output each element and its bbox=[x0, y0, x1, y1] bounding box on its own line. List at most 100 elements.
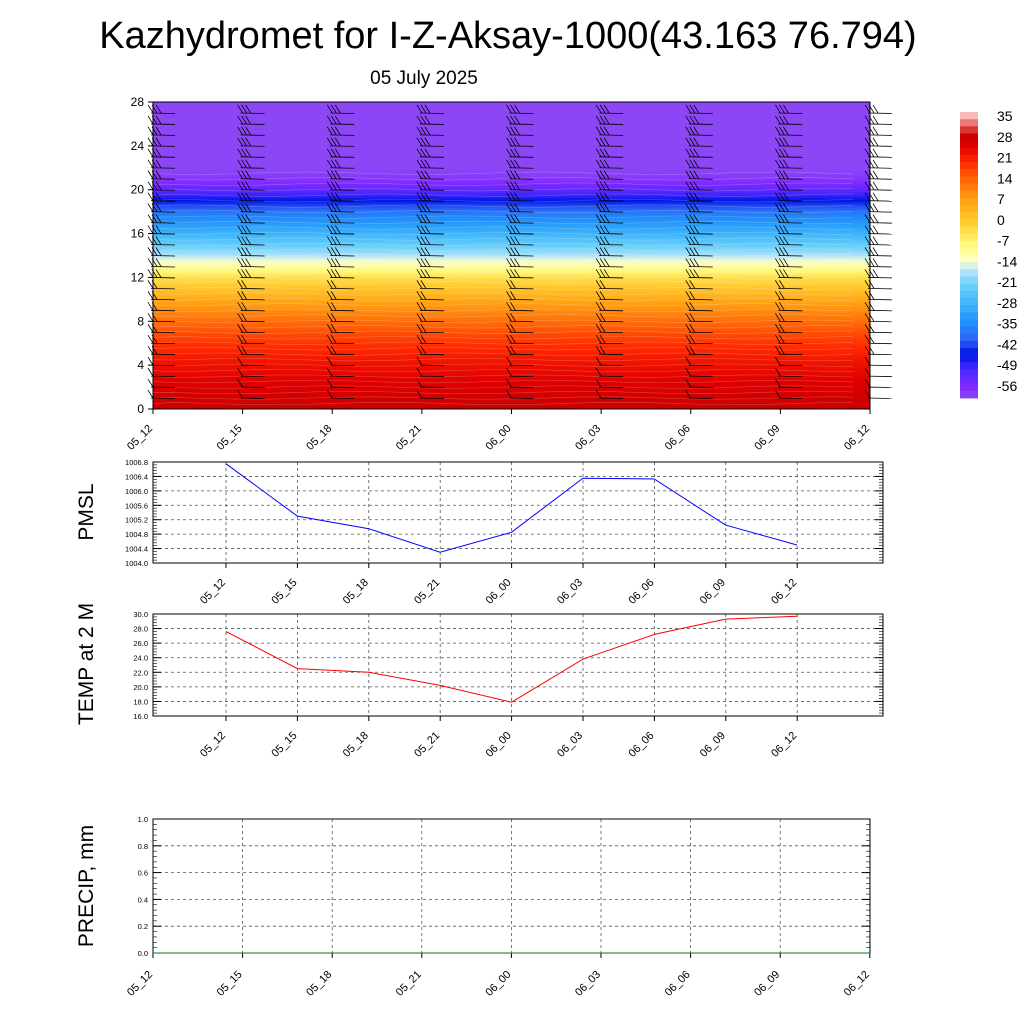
colorbar-swatch bbox=[960, 247, 978, 256]
wind-barb bbox=[416, 126, 444, 136]
colorbar-swatch bbox=[960, 283, 978, 292]
wind-barb bbox=[237, 291, 265, 301]
wind-barb bbox=[685, 280, 713, 290]
wind-barb bbox=[685, 345, 713, 356]
colorbar-swatch bbox=[960, 305, 978, 313]
wind-barb bbox=[506, 302, 534, 312]
x-tick-label: 06_00 bbox=[484, 730, 514, 760]
wind-barb bbox=[595, 214, 624, 224]
wind-barb bbox=[864, 378, 893, 388]
wind-barb bbox=[237, 159, 265, 169]
wind-barb bbox=[416, 335, 444, 345]
wind-barb bbox=[237, 269, 265, 279]
wind-barb bbox=[506, 159, 534, 169]
wind-barb bbox=[237, 389, 265, 399]
colorbar-label: -14 bbox=[997, 253, 1017, 269]
wind-barb bbox=[595, 192, 624, 202]
wind-barb bbox=[595, 159, 624, 169]
wind-barb bbox=[685, 335, 713, 345]
wind-barb bbox=[237, 225, 265, 235]
wind-barb bbox=[237, 137, 265, 147]
wind-barb bbox=[237, 367, 265, 378]
wind-barb bbox=[416, 280, 444, 290]
y-tick-label: 1006.8 bbox=[125, 458, 148, 467]
y-tick-label: 1006.0 bbox=[125, 487, 148, 496]
y-tick-label: 30.0 bbox=[133, 610, 148, 619]
wind-barb bbox=[326, 356, 355, 367]
wind-barb bbox=[237, 104, 265, 114]
wind-barb bbox=[595, 345, 624, 356]
x-tick-label: 06_03 bbox=[555, 577, 585, 607]
wind-barb bbox=[595, 170, 624, 180]
colorbar-swatch bbox=[960, 333, 978, 342]
wind-barb bbox=[237, 181, 265, 191]
x-tick-label: 05_18 bbox=[341, 577, 371, 607]
x-tick-label: 06_06 bbox=[663, 969, 693, 999]
wind-barb bbox=[506, 214, 534, 224]
wind-barb bbox=[326, 104, 355, 114]
wind-barb bbox=[595, 367, 624, 378]
wind-barb bbox=[237, 148, 265, 158]
colorbar-swatch bbox=[960, 276, 978, 284]
wind-barb bbox=[326, 269, 355, 279]
wind-barb bbox=[326, 126, 355, 136]
wind-barb bbox=[416, 324, 444, 334]
x-tick-label: 05_18 bbox=[304, 969, 334, 999]
colorbar-label: 0 bbox=[997, 212, 1005, 228]
wind-barb bbox=[416, 291, 444, 301]
colorbar-swatch bbox=[960, 240, 978, 249]
wind-barb bbox=[326, 159, 355, 169]
wind-barb bbox=[416, 269, 444, 279]
y-tick-label: 12 bbox=[131, 270, 145, 284]
wind-barb bbox=[237, 335, 265, 345]
x-tick-label: 05_21 bbox=[412, 577, 442, 607]
wind-barb bbox=[326, 115, 355, 125]
wind-barb bbox=[775, 313, 803, 323]
colorbar-swatch bbox=[960, 169, 978, 177]
wind-barb bbox=[506, 313, 534, 323]
wind-barb bbox=[685, 269, 713, 279]
wind-barb bbox=[237, 126, 265, 136]
colorbar-swatch bbox=[960, 226, 978, 234]
wind-barb bbox=[775, 345, 803, 356]
wind-barb bbox=[506, 378, 534, 388]
colorbar-swatch bbox=[960, 376, 978, 385]
wind-barb bbox=[506, 367, 534, 378]
wind-barb bbox=[864, 115, 893, 125]
wind-barb bbox=[416, 236, 444, 246]
wind-barb bbox=[506, 356, 534, 367]
wind-barb bbox=[147, 159, 176, 169]
wind-barb bbox=[506, 258, 534, 268]
wind-barb bbox=[775, 170, 803, 180]
wind-barb bbox=[416, 104, 444, 114]
wind-barb bbox=[685, 115, 713, 125]
wind-barb bbox=[685, 203, 713, 213]
wind-barb bbox=[506, 291, 534, 301]
colorbar-swatch bbox=[960, 390, 978, 399]
y-tick-label: 1005.2 bbox=[125, 516, 148, 525]
wind-barb bbox=[237, 280, 265, 290]
wind-barb bbox=[506, 126, 534, 136]
colorbar-swatch bbox=[960, 162, 978, 170]
wind-barb bbox=[416, 181, 444, 191]
y-tick-label: 1006.4 bbox=[125, 472, 148, 481]
wind-barb bbox=[595, 389, 624, 399]
colorbar-swatch bbox=[960, 204, 978, 213]
pmsl-series-line bbox=[225, 463, 798, 553]
plots-layer: 0 4 8 12 16 20 24 28 05_12 05_15 05_18 05_21 06_00 06… bbox=[75, 95, 1017, 999]
colorbar-swatch bbox=[960, 297, 978, 306]
x-tick-label: 05_18 bbox=[304, 423, 334, 453]
colorbar-label: 21 bbox=[997, 150, 1013, 166]
y-tick-label: 24 bbox=[131, 139, 145, 153]
wind-barb bbox=[147, 389, 176, 399]
x-tick-label: 05_21 bbox=[394, 969, 424, 999]
wind-barb bbox=[775, 302, 803, 312]
wind-barb bbox=[685, 170, 713, 180]
colorbar-label: 28 bbox=[997, 129, 1013, 145]
wind-barb bbox=[685, 356, 713, 367]
wind-barb bbox=[775, 236, 803, 246]
colorbar-swatch bbox=[960, 219, 978, 227]
y-tick-label: 8 bbox=[137, 314, 144, 328]
wind-barb bbox=[595, 203, 624, 213]
